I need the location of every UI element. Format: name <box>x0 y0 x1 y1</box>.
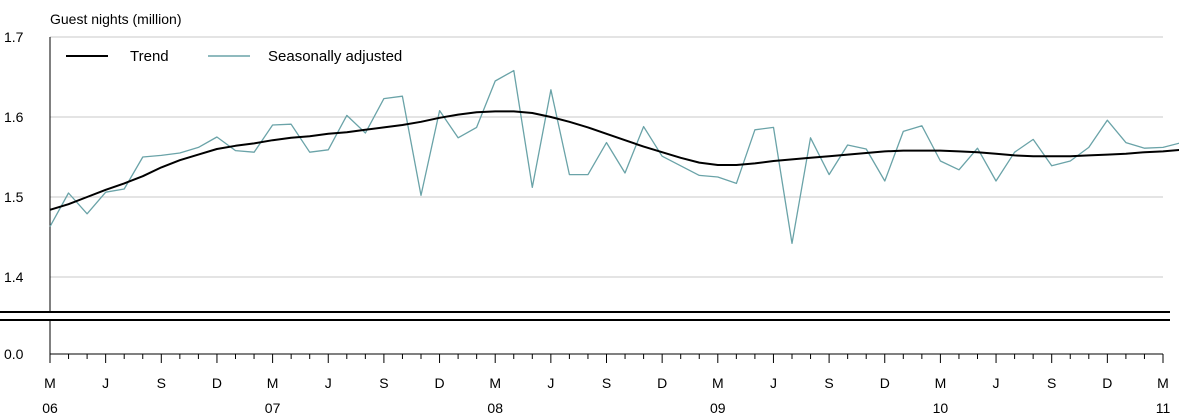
x-tick-label-year: 09 <box>710 400 726 416</box>
x-tick-label-year: 11 <box>1156 400 1171 416</box>
x-tick-label-month: D <box>434 375 444 391</box>
y-tick-label: 1.5 <box>4 189 24 205</box>
x-tick-label-year: 10 <box>933 400 949 416</box>
y-tick-label: 1.4 <box>4 269 24 285</box>
x-tick-label-month: S <box>157 375 166 391</box>
x-tick-label-year: 06 <box>42 400 58 416</box>
x-tick-label-year: 08 <box>487 400 503 416</box>
x-tick-label-month: M <box>935 375 947 391</box>
y-tick-label-zero: 0.0 <box>4 346 24 362</box>
series-line-trend <box>49 110 1179 211</box>
x-tick-label-month: S <box>602 375 611 391</box>
x-tick-label-month: S <box>824 375 833 391</box>
x-tick-label-month: S <box>1047 375 1056 391</box>
gridlines <box>50 36 1163 278</box>
series-line-seasonally-adjusted <box>49 69 1179 245</box>
legend-label-seasonally-adjusted: Seasonally adjusted <box>268 48 402 65</box>
x-tick-label-month: M <box>44 375 56 391</box>
x-tick-label-year: 07 <box>265 400 281 416</box>
y-tick-label: 1.7 <box>4 29 24 45</box>
x-tick-label-month: D <box>880 375 890 391</box>
legend: Trend Seasonally adjusted <box>66 48 402 65</box>
y-tick-labels: 1.7 1.6 1.5 1.4 0.0 <box>4 29 24 362</box>
x-tick-label-month: D <box>657 375 667 391</box>
series-layer <box>49 69 1179 245</box>
x-tick-label-month: D <box>1102 375 1112 391</box>
x-tick-label-month: M <box>489 375 501 391</box>
x-tick-label-month: S <box>379 375 388 391</box>
x-tick-label-month: M <box>712 375 724 391</box>
x-tick-label-month: D <box>212 375 222 391</box>
x-tick-label-month: M <box>267 375 279 391</box>
x-tick-label-month: J <box>993 375 1000 391</box>
x-tick-label-month: J <box>325 375 332 391</box>
y-tick-label: 1.6 <box>4 109 24 125</box>
x-tick-label-month: J <box>102 375 109 391</box>
axes <box>0 37 1170 363</box>
x-tick-label-month: M <box>1157 375 1169 391</box>
x-tick-label-month: J <box>547 375 554 391</box>
x-tick-label-month: J <box>770 375 777 391</box>
legend-label-trend: Trend <box>130 48 169 65</box>
x-tick-labels: M J S D M J S D M J S D M J S D M J S D M 06 07 08 09 10 11 <box>42 375 1170 416</box>
y-axis-label: Guest nights (million) <box>50 11 182 27</box>
